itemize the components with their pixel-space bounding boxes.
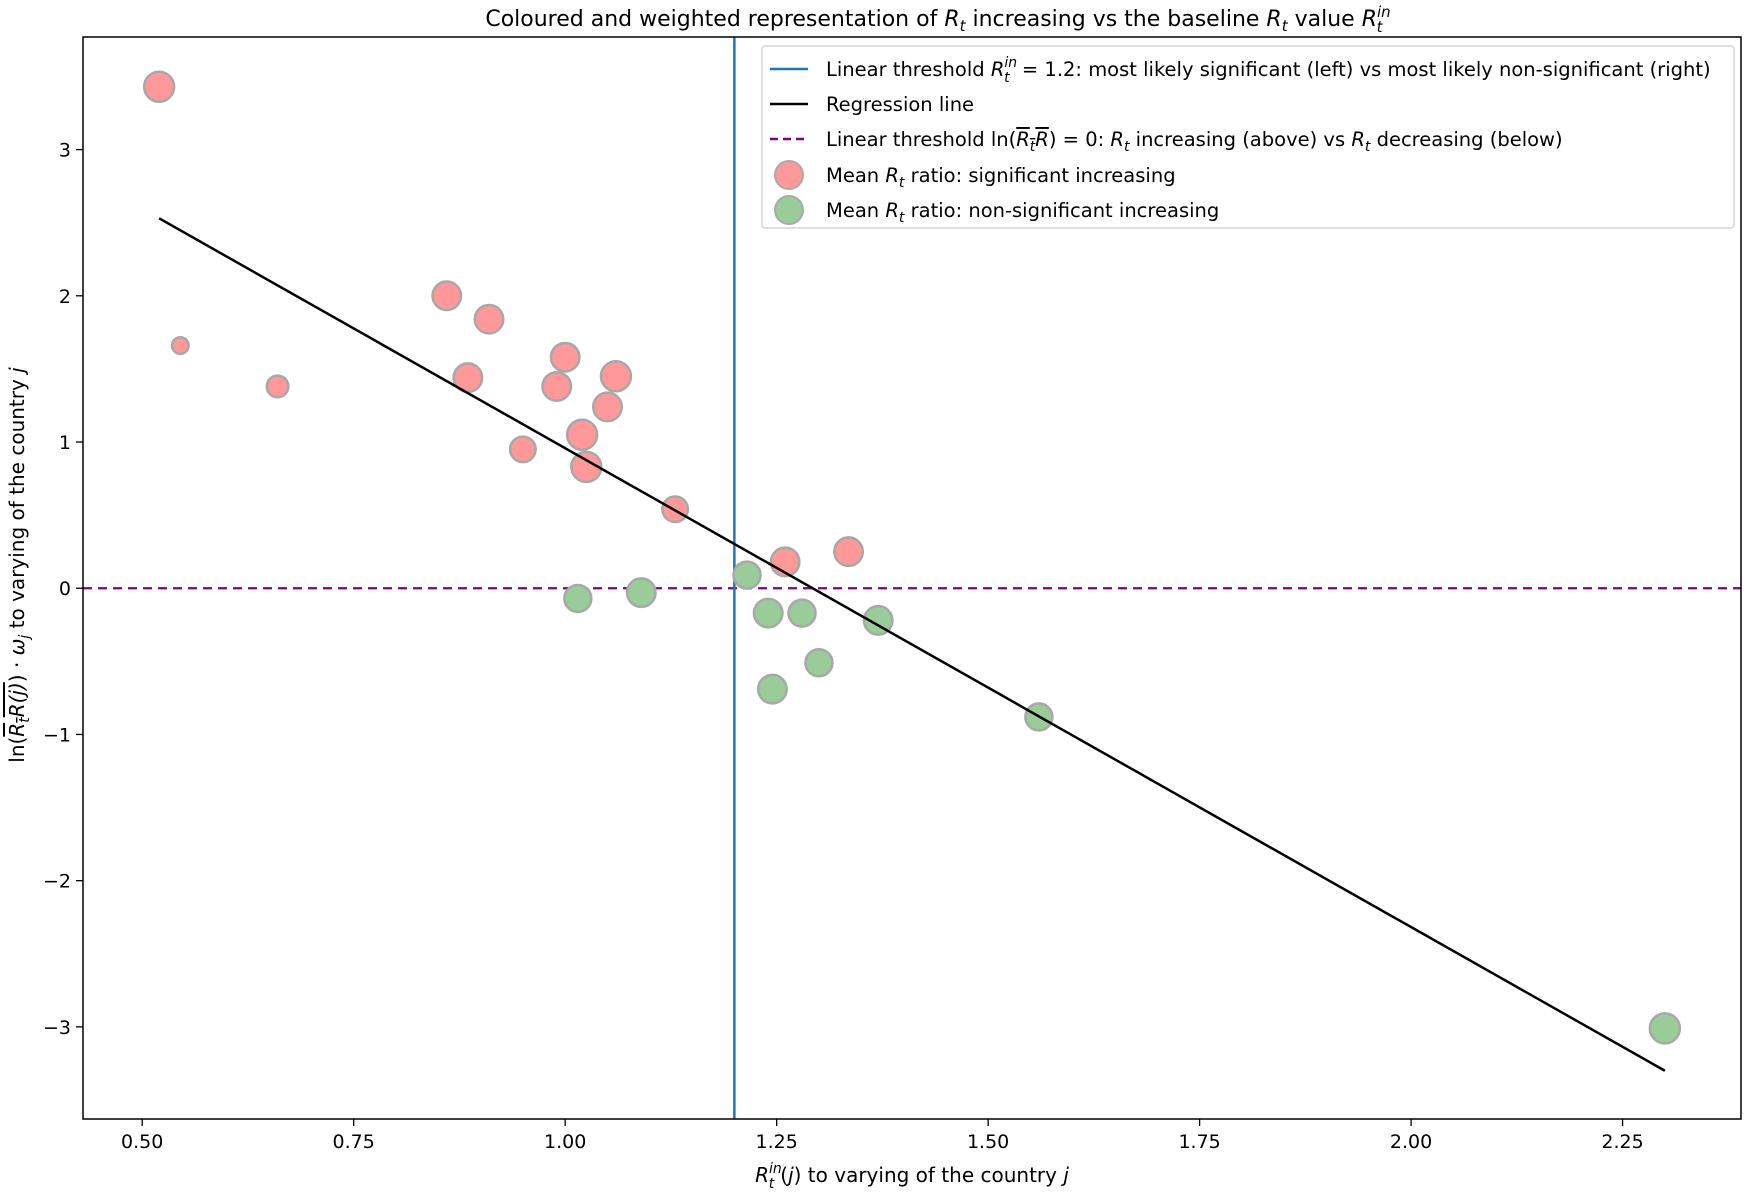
chart-marks [83,37,1741,1119]
legend-swatch-non-significant [774,195,804,225]
y-tick-label: 1 [59,432,71,454]
x-tick-label: 0.75 [333,1131,375,1153]
point-significant [142,70,176,103]
y-tick-label: 3 [59,140,71,162]
axis-ticks: 0.50 0.75 1.00 1.25 1.50 1.75 2.00 2.25 3 2 1 0 −1 −2… [43,140,1644,1153]
regression-line [158,217,1666,1072]
point-non-significant [787,598,817,628]
point-significant [570,450,603,484]
legend-label-horizontal-threshold: Linear threshold ln(RtR) = 0: Rt increas… [826,128,1563,155]
legend-label-non-significant: Mean Rt ratio: non-significant increasin… [826,199,1219,226]
x-axis-title: Rin t (j) to varying of the country j [755,1161,1069,1192]
point-significant [549,341,581,373]
point-non-significant [804,648,834,678]
point-non-significant [732,560,762,590]
legend-swatch-significant [774,160,804,190]
x-tick-label: 1.75 [1178,1131,1220,1153]
x-tick-label: 1.00 [544,1131,586,1153]
axes-frame [82,36,1742,1120]
y-tick-label: 0 [59,578,71,600]
legend-box [761,45,1735,229]
point-significant [599,359,633,393]
y-tick-label: −2 [43,871,71,893]
point-significant [541,370,573,402]
point-non-significant [752,597,784,629]
y-axis-title: ln(RtR(j)) · ωj to varying of the countr… [5,367,33,763]
point-significant [170,336,190,356]
point-significant [508,435,537,464]
x-tick-label: 0.50 [121,1131,163,1153]
point-significant [565,418,599,451]
legend-label-significant: Mean Rt ratio: significant increasing [826,164,1176,191]
point-significant [473,303,505,335]
point-non-significant [862,604,894,636]
legend-label-vertical-threshold: Linear threshold Rin t = 1.2: most likely… [826,55,1711,86]
point-significant [265,374,290,399]
x-tick-label: 2.25 [1601,1131,1643,1153]
point-significant [591,391,623,423]
legend-label-regression-line: Regression line [826,93,974,116]
x-tick-label: 1.25 [755,1131,797,1153]
point-non-significant [625,577,657,609]
point-non-significant [756,673,788,705]
y-tick-label: 2 [59,286,71,308]
legend: Linear threshold Rin t = 1.2: most likely… [761,45,1735,229]
point-significant [431,280,463,312]
y-tick-label: −3 [43,1017,71,1039]
point-non-significant [1648,1012,1682,1045]
plot-area: 0.50 0.75 1.00 1.25 1.50 1.75 2.00 2.25 3 2 1 0 −1 −2… [43,37,1741,1153]
point-non-significant [563,583,593,614]
x-tick-label: 1.50 [967,1131,1009,1153]
point-significant [833,536,865,568]
x-tick-label: 2.00 [1390,1131,1432,1153]
chart-title: Coloured and weighted representation of … [485,3,1390,36]
y-tick-label: −1 [43,724,71,746]
